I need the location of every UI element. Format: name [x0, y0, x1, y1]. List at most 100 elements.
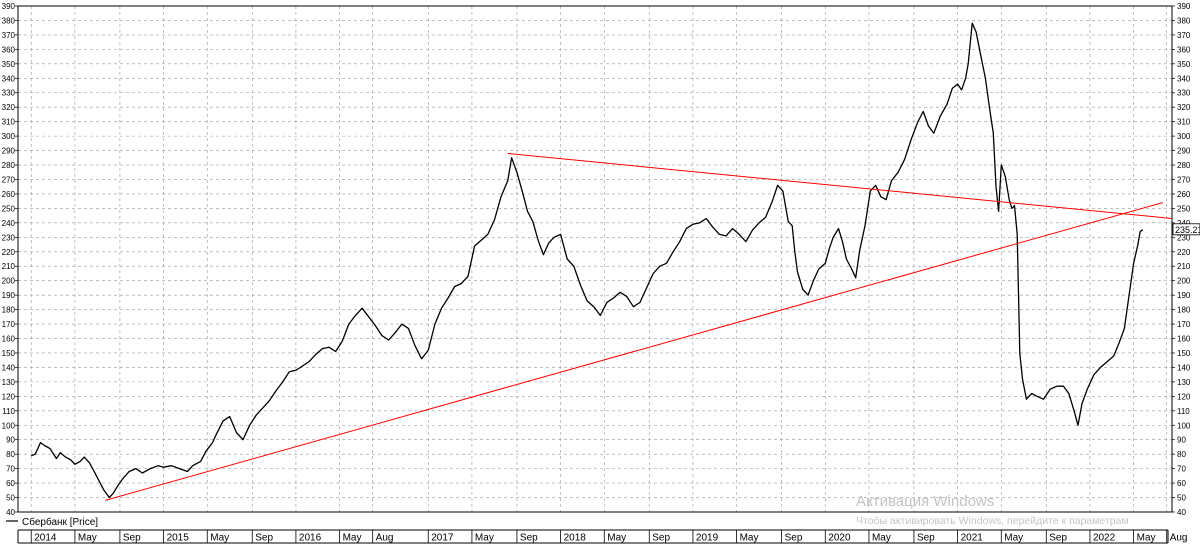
- y-tick-label-right: 290: [1177, 147, 1191, 156]
- y-tick-label-right: 350: [1177, 60, 1191, 69]
- x-tick-label: May: [740, 533, 759, 544]
- x-tick-label: 2018: [564, 533, 587, 544]
- y-tick-label-left: 170: [2, 320, 16, 329]
- y-tick-label-left: 220: [2, 248, 16, 257]
- x-tick-label: Sep: [255, 533, 273, 544]
- x-tick-label: 2015: [167, 533, 190, 544]
- y-tick-label-right: 130: [1177, 378, 1191, 387]
- x-tick-label: 2020: [828, 533, 851, 544]
- y-tick-label-right: 70: [1177, 465, 1186, 474]
- y-tick-label-right: 150: [1177, 349, 1191, 358]
- y-tick-label-left: 40: [6, 508, 15, 517]
- x-tick-label: May: [872, 533, 891, 544]
- y-tick-label-left: 240: [2, 219, 16, 228]
- windows-activation-watermark: Активация Windows Чтобы активировать Win…: [856, 493, 1129, 527]
- watermark-subtitle: Чтобы активировать Windows, перейдите к …: [856, 515, 1129, 527]
- x-tick-label: May: [1137, 533, 1156, 544]
- y-tick-label-left: 190: [2, 291, 16, 300]
- y-tick-label-right: 230: [1177, 233, 1191, 242]
- x-tick-label: May: [607, 533, 626, 544]
- x-tick-label: 2017: [431, 533, 454, 544]
- y-tick-label-right: 140: [1177, 363, 1191, 372]
- y-tick-label-right: 320: [1177, 103, 1191, 112]
- y-tick-label-right: 280: [1177, 161, 1191, 170]
- y-tick-label-right: 80: [1177, 450, 1186, 459]
- y-tick-label-right: 310: [1177, 118, 1191, 127]
- y-tick-label-left: 270: [2, 175, 16, 184]
- y-tick-label-left: 150: [2, 349, 16, 358]
- y-tick-label-left: 310: [2, 118, 16, 127]
- legend-label: Сбербанк [Price]: [22, 516, 98, 528]
- last-price-value: 235.21: [1175, 225, 1200, 235]
- x-tick-label: Aug: [376, 533, 394, 544]
- x-tick-label: May: [78, 533, 97, 544]
- trendline: [507, 153, 1173, 219]
- y-tick-label-right: 270: [1177, 175, 1191, 184]
- y-tick-label-left: 210: [2, 262, 16, 271]
- y-tick-label-left: 250: [2, 204, 16, 213]
- y-tick-label-right: 300: [1177, 132, 1191, 141]
- x-tick-label: 2021: [961, 533, 984, 544]
- y-tick-label-left: 390: [2, 2, 16, 11]
- x-tick-label: Sep: [785, 533, 803, 544]
- x-tick-label: Sep: [917, 533, 935, 544]
- x-tick-label: Sep: [123, 533, 141, 544]
- y-tick-label-left: 140: [2, 363, 16, 372]
- y-tick-label-right: 360: [1177, 45, 1191, 54]
- y-tick-label-left: 380: [2, 16, 16, 25]
- x-tick-label: Sep: [520, 533, 538, 544]
- y-tick-label-right: 170: [1177, 320, 1191, 329]
- x-tick-label: May: [1004, 533, 1023, 544]
- y-tick-label-left: 230: [2, 233, 16, 242]
- x-tick-label: Sep: [652, 533, 670, 544]
- y-tick-label-right: 370: [1177, 31, 1191, 40]
- y-tick-label-right: 180: [1177, 306, 1191, 315]
- y-tick-label-left: 260: [2, 190, 16, 199]
- y-tick-label-right: 100: [1177, 421, 1191, 430]
- time-axis: 2014 May Sep 2015 May Sep 2016 May Aug 2017 May Sep…: [17, 529, 1188, 544]
- y-tick-label-right: 240: [1177, 219, 1191, 228]
- y-tick-label-left: 50: [6, 494, 15, 503]
- y-tick-label-left: 160: [2, 335, 16, 344]
- x-tick-label: Sep: [1049, 533, 1067, 544]
- right-price-axis: 40 50 60 70 80 90 100 110 120 130 140 150 160 170 180 1…: [1172, 2, 1191, 517]
- x-tick-label: 2016: [299, 533, 322, 544]
- y-tick-label-left: 330: [2, 89, 16, 98]
- y-tick-label-left: 70: [6, 465, 15, 474]
- y-tick-label-left: 100: [2, 421, 16, 430]
- x-tick-label: May: [343, 533, 362, 544]
- x-tick-label: Aug: [1170, 533, 1188, 544]
- y-tick-label-right: 250: [1177, 204, 1191, 213]
- trendline: [105, 202, 1163, 501]
- y-tick-label-left: 90: [6, 436, 15, 445]
- y-tick-label-left: 280: [2, 161, 16, 170]
- y-tick-label-right: 380: [1177, 16, 1191, 25]
- last-price-label: 235.21: [1172, 223, 1200, 236]
- y-tick-label-right: 90: [1177, 436, 1186, 445]
- y-tick-label-left: 300: [2, 132, 16, 141]
- y-tick-label-right: 50: [1177, 494, 1186, 503]
- series-layer: [30, 22, 1173, 501]
- x-tick-label: May: [210, 533, 229, 544]
- y-tick-label-right: 340: [1177, 74, 1191, 83]
- left-price-axis: 40 50 60 70 80 90 100 110 120 130 140 150 160 170 180 1…: [2, 2, 18, 517]
- y-tick-label-left: 120: [2, 392, 16, 401]
- price-series-line: [30, 22, 1144, 499]
- legend: Сбербанк [Price]: [6, 516, 98, 528]
- y-tick-label-left: 290: [2, 147, 16, 156]
- x-tick-label: 2014: [34, 533, 57, 544]
- y-tick-label-left: 110: [2, 407, 15, 416]
- x-tick-label: 2022: [1093, 533, 1116, 544]
- y-tick-label-left: 200: [2, 277, 16, 286]
- y-tick-label-right: 40: [1177, 508, 1186, 517]
- watermark-title: Активация Windows: [856, 493, 994, 510]
- y-tick-label-left: 350: [2, 60, 16, 69]
- y-tick-label-right: 260: [1177, 190, 1191, 199]
- y-tick-label-right: 220: [1177, 248, 1191, 257]
- plot-frame: [17, 5, 1173, 513]
- y-tick-label-right: 330: [1177, 89, 1191, 98]
- y-tick-label-right: 160: [1177, 335, 1191, 344]
- y-tick-label-left: 320: [2, 103, 16, 112]
- y-tick-label-left: 340: [2, 74, 16, 83]
